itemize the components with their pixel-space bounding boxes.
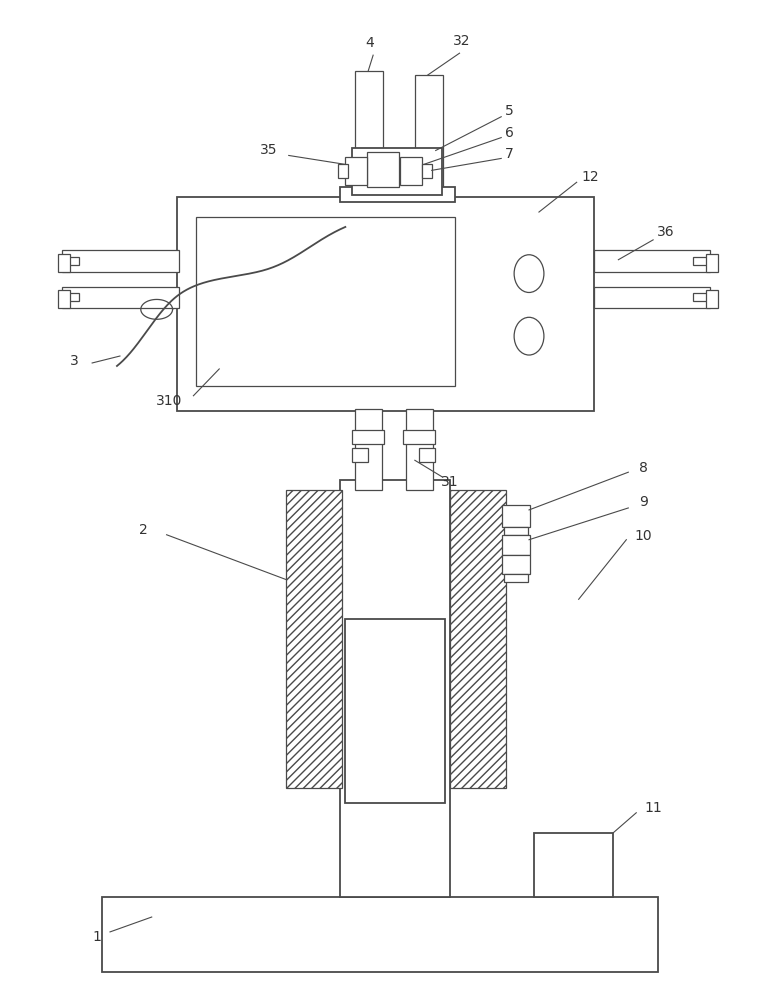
Bar — [340, 187, 455, 202]
Bar — [706, 290, 717, 308]
Bar — [415, 75, 443, 199]
Ellipse shape — [514, 317, 544, 355]
Text: 8: 8 — [639, 461, 648, 475]
Bar — [367, 152, 399, 187]
Bar — [355, 71, 383, 200]
Text: 7: 7 — [505, 147, 514, 161]
Bar — [593, 250, 710, 272]
Text: 11: 11 — [644, 801, 662, 815]
Bar — [102, 897, 658, 972]
Text: 36: 36 — [657, 225, 675, 239]
Bar — [285, 490, 343, 788]
Bar — [422, 164, 432, 178]
Bar — [504, 527, 528, 535]
Text: 3: 3 — [70, 354, 78, 368]
Bar — [449, 490, 506, 788]
Bar — [352, 148, 441, 195]
Text: 31: 31 — [441, 475, 459, 489]
Bar — [352, 448, 368, 462]
Ellipse shape — [514, 255, 544, 292]
Bar — [706, 254, 717, 272]
Bar — [693, 293, 710, 301]
Bar — [400, 157, 422, 185]
Bar — [352, 430, 384, 444]
Bar — [503, 505, 530, 527]
Text: 2: 2 — [140, 523, 148, 537]
Text: 32: 32 — [452, 34, 470, 48]
Text: 35: 35 — [260, 143, 278, 157]
Text: 6: 6 — [505, 126, 514, 140]
Bar — [504, 574, 528, 582]
Bar — [593, 287, 710, 308]
Bar — [345, 619, 445, 803]
Bar — [63, 293, 79, 301]
Text: 12: 12 — [582, 170, 600, 184]
Bar — [176, 197, 593, 411]
Bar — [58, 290, 71, 308]
Bar — [345, 157, 367, 185]
Text: 1: 1 — [93, 930, 102, 944]
Bar — [340, 480, 449, 897]
Bar — [197, 217, 455, 386]
Text: 5: 5 — [505, 104, 514, 118]
Text: 4: 4 — [366, 36, 375, 50]
Bar — [534, 833, 613, 897]
Bar — [339, 164, 348, 178]
Bar — [63, 287, 179, 308]
Bar — [503, 535, 530, 555]
Text: 310: 310 — [156, 394, 183, 408]
Bar — [403, 430, 434, 444]
Bar — [63, 257, 79, 265]
Text: 9: 9 — [639, 495, 648, 509]
Bar — [419, 448, 434, 462]
Bar — [63, 250, 179, 272]
Bar — [58, 254, 71, 272]
Bar — [693, 257, 710, 265]
Bar — [503, 555, 530, 574]
Bar — [355, 409, 382, 490]
Text: 10: 10 — [634, 529, 652, 543]
Bar — [406, 409, 433, 490]
